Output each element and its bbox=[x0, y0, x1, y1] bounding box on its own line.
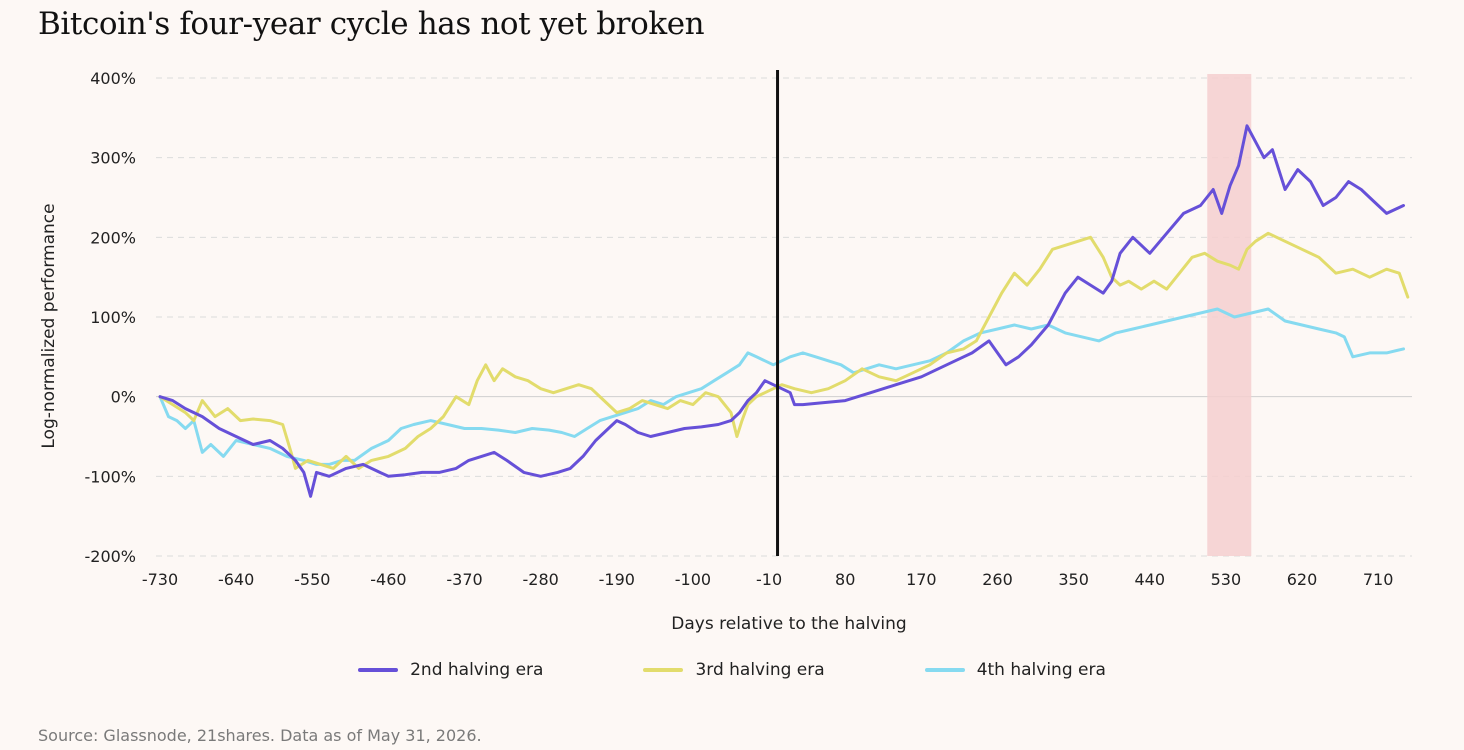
legend-swatch-4th bbox=[924, 668, 965, 672]
y-axis: -200% -100% 0% 100% 200% 300% 400% bbox=[84, 69, 136, 566]
x-tick-label: -280 bbox=[523, 570, 559, 589]
y-tick-label: -100% bbox=[84, 467, 136, 486]
legend-item-2nd: 2nd halving era bbox=[358, 660, 543, 680]
legend-swatch-3rd bbox=[643, 668, 684, 672]
y-tick-label: 100% bbox=[90, 308, 136, 327]
line-chart: -200% -100% 0% 100% 200% 300% 400% -730 -640 -55… bbox=[39, 69, 1412, 634]
y-tick-label: 200% bbox=[90, 228, 136, 247]
x-tick-label: 620 bbox=[1287, 570, 1318, 589]
x-tick-label: 350 bbox=[1058, 570, 1089, 589]
x-tick-label: -370 bbox=[446, 570, 482, 589]
legend-label-3rd: 3rd halving era bbox=[695, 660, 825, 680]
chart-title: Bitcoin's four-year cycle has not yet br… bbox=[38, 6, 705, 42]
x-tick-label: -730 bbox=[142, 570, 178, 589]
gridlines bbox=[156, 77, 1412, 557]
x-axis-label: Days relative to the halving bbox=[671, 614, 906, 634]
x-tick-label: 170 bbox=[906, 570, 937, 589]
x-tick-label: -10 bbox=[756, 570, 782, 589]
x-tick-label: -640 bbox=[218, 570, 254, 589]
legend-item-3rd: 3rd halving era bbox=[643, 660, 825, 680]
y-tick-label: 0% bbox=[111, 388, 136, 407]
y-tick-label: 400% bbox=[90, 69, 136, 88]
x-tick-label: 710 bbox=[1363, 570, 1394, 589]
series-line-3rd-halving bbox=[158, 231, 1410, 470]
x-tick-label: 440 bbox=[1134, 570, 1165, 589]
series-line-2nd-halving bbox=[158, 124, 1405, 498]
legend-item-4th: 4th halving era bbox=[924, 660, 1106, 680]
series-lines bbox=[158, 124, 1410, 498]
legend-swatch-2nd bbox=[358, 668, 399, 672]
y-tick-label: 300% bbox=[90, 149, 136, 168]
legend-label-4th: 4th halving era bbox=[976, 660, 1106, 680]
x-tick-label: -190 bbox=[599, 570, 635, 589]
series-line-4th-halving bbox=[158, 307, 1405, 466]
x-tick-label: -100 bbox=[675, 570, 711, 589]
x-tick-label: 80 bbox=[835, 570, 855, 589]
y-tick-label: -200% bbox=[84, 547, 136, 566]
source-note: Source: Glassnode, 21shares. Data as of … bbox=[38, 726, 482, 745]
x-axis: -730 -640 -550 -460 -370 -280 -190 -100 -10 80 170… bbox=[142, 570, 1394, 589]
x-tick-label: -550 bbox=[294, 570, 330, 589]
legend: 2nd halving era 3rd halving era 4th halv… bbox=[0, 660, 1464, 680]
x-tick-label: -460 bbox=[370, 570, 406, 589]
y-axis-label: Log-normalized performance bbox=[39, 203, 59, 448]
x-tick-label: 260 bbox=[982, 570, 1013, 589]
x-tick-label: 530 bbox=[1211, 570, 1242, 589]
legend-label-2nd: 2nd halving era bbox=[410, 660, 544, 680]
